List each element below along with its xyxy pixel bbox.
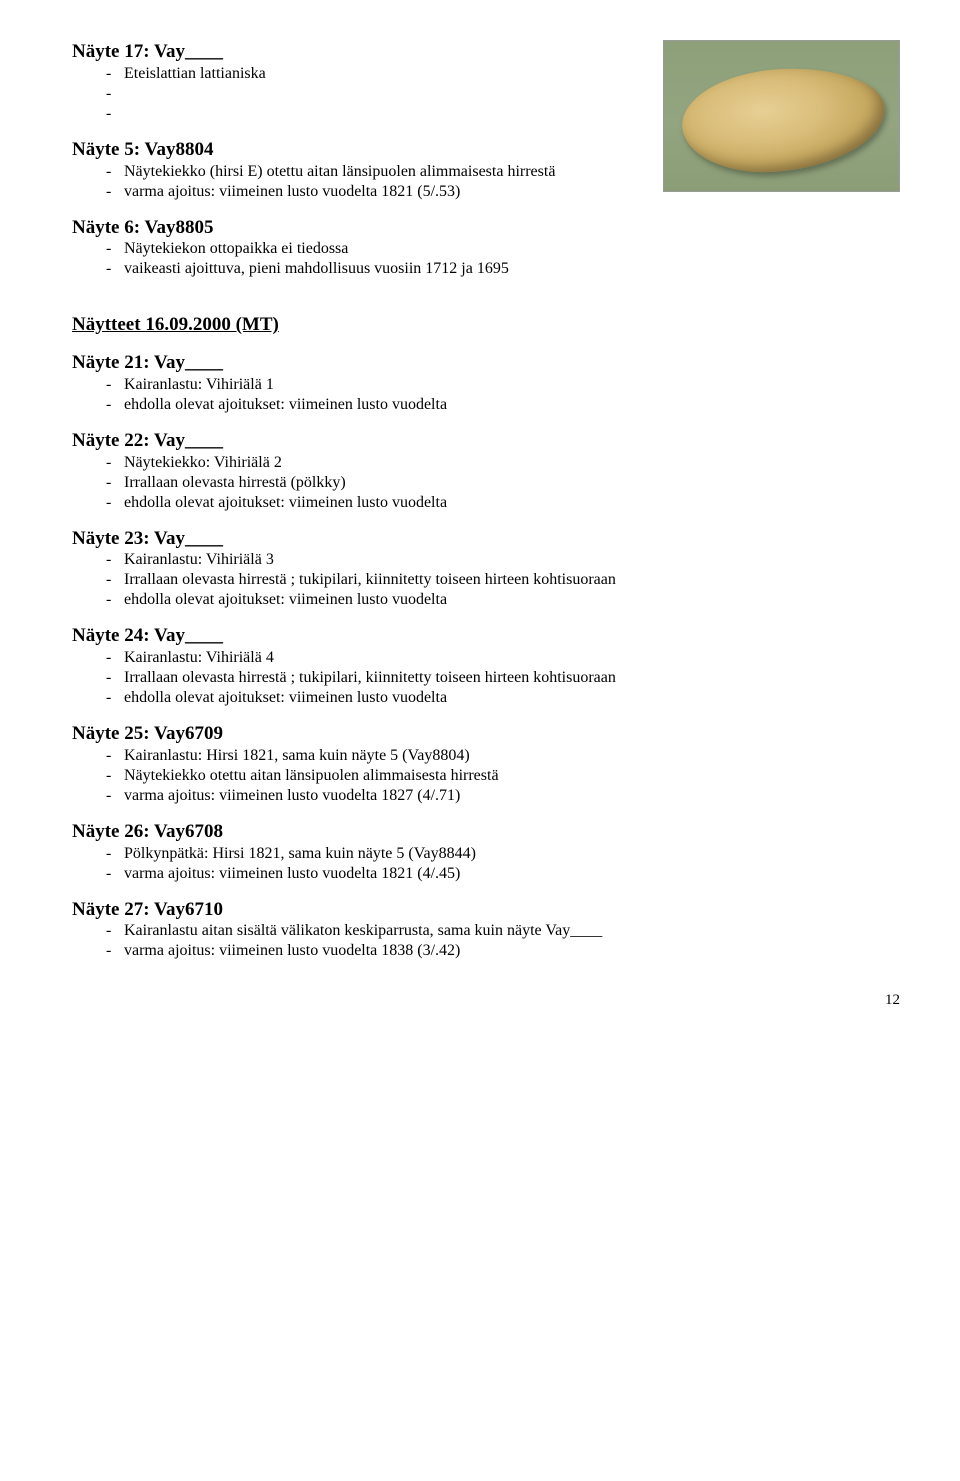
bullet-item: Kairanlastu aitan sisältä välikaton kesk… — [72, 921, 900, 941]
bullet-item: Näytekiekko otettu aitan länsipuolen ali… — [72, 766, 900, 786]
sample-title: Näyte 22: Vay____ — [72, 429, 900, 453]
sample-title: Näyte 27: Vay6710 — [72, 898, 900, 922]
bullet-item: varma ajoitus: viimeinen lusto vuodelta … — [72, 786, 900, 806]
sample-group: Näyte 24: Vay____Kairanlastu: Vihiriälä … — [72, 624, 900, 708]
sample-group: Näyte 27: Vay6710Kairanlastu aitan sisäl… — [72, 898, 900, 962]
bullet-item: Irrallaan olevasta hirrestä (pölkky) — [72, 473, 900, 493]
sample-title: Näyte 26: Vay6708 — [72, 820, 900, 844]
bullet-item: ehdolla olevat ajoitukset: viimeinen lus… — [72, 688, 900, 708]
bullet-item: Kairanlastu: Hirsi 1821, sama kuin näyte… — [72, 746, 900, 766]
sample-group: Näyte 6: Vay8805Näytekiekon ottopaikka e… — [72, 216, 900, 280]
section-heading: Näytteet 16.09.2000 (MT) — [72, 313, 900, 337]
sample-title: Näyte 25: Vay6709 — [72, 722, 900, 746]
bullet-item: ehdolla olevat ajoitukset: viimeinen lus… — [72, 395, 900, 415]
sample-title: Näyte 6: Vay8805 — [72, 216, 900, 240]
bullet-list: Näytekiekko: Vihiriälä 2Irrallaan olevas… — [72, 453, 900, 513]
bullet-list: Kairanlastu: Vihiriälä 1ehdolla olevat a… — [72, 375, 900, 415]
bullet-item: ehdolla olevat ajoitukset: viimeinen lus… — [72, 590, 900, 610]
bullet-list: Kairanlastu: Vihiriälä 4Irrallaan olevas… — [72, 648, 900, 708]
bullet-item: Irrallaan olevasta hirrestä ; tukipilari… — [72, 668, 900, 688]
wood-shape — [679, 62, 889, 178]
samples-bottom-container: Näyte 21: Vay____Kairanlastu: Vihiriälä … — [72, 351, 900, 961]
sample-title: Näyte 23: Vay____ — [72, 527, 900, 551]
bullet-item: Kairanlastu: Vihiriälä 3 — [72, 550, 900, 570]
page-number: 12 — [72, 991, 900, 1010]
sample-photo — [663, 40, 900, 192]
sample-title: Näyte 24: Vay____ — [72, 624, 900, 648]
bullet-item: Kairanlastu: Vihiriälä 1 — [72, 375, 900, 395]
sample-group: Näyte 21: Vay____Kairanlastu: Vihiriälä … — [72, 351, 900, 415]
bullet-item: vaikeasti ajoittuva, pieni mahdollisuus … — [72, 259, 900, 279]
bullet-list: Kairanlastu aitan sisältä välikaton kesk… — [72, 921, 900, 961]
bullet-item: Näytekiekon ottopaikka ei tiedossa — [72, 239, 900, 259]
bullet-item: Näytekiekko: Vihiriälä 2 — [72, 453, 900, 473]
sample-group: Näyte 26: Vay6708Pölkynpätkä: Hirsi 1821… — [72, 820, 900, 884]
bullet-item: Kairanlastu: Vihiriälä 4 — [72, 648, 900, 668]
bullet-item: Pölkynpätkä: Hirsi 1821, sama kuin näyte… — [72, 844, 900, 864]
sample-group: Näyte 22: Vay____Näytekiekko: Vihiriälä … — [72, 429, 900, 513]
bullet-list: Kairanlastu: Vihiriälä 3Irrallaan olevas… — [72, 550, 900, 610]
bullet-list: Pölkynpätkä: Hirsi 1821, sama kuin näyte… — [72, 844, 900, 884]
bullet-item: Irrallaan olevasta hirrestä ; tukipilari… — [72, 570, 900, 590]
sample-group: Näyte 23: Vay____Kairanlastu: Vihiriälä … — [72, 527, 900, 611]
bullet-item: varma ajoitus: viimeinen lusto vuodelta … — [72, 941, 900, 961]
bullet-list: Kairanlastu: Hirsi 1821, sama kuin näyte… — [72, 746, 900, 806]
bullet-list: Näytekiekon ottopaikka ei tiedossavaikea… — [72, 239, 900, 279]
bullet-item: ehdolla olevat ajoitukset: viimeinen lus… — [72, 493, 900, 513]
sample-group: Näyte 25: Vay6709Kairanlastu: Hirsi 1821… — [72, 722, 900, 806]
sample-title: Näyte 21: Vay____ — [72, 351, 900, 375]
bullet-item: varma ajoitus: viimeinen lusto vuodelta … — [72, 864, 900, 884]
